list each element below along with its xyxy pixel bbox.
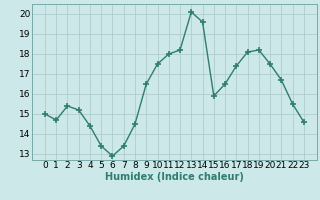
X-axis label: Humidex (Indice chaleur): Humidex (Indice chaleur)	[105, 172, 244, 182]
